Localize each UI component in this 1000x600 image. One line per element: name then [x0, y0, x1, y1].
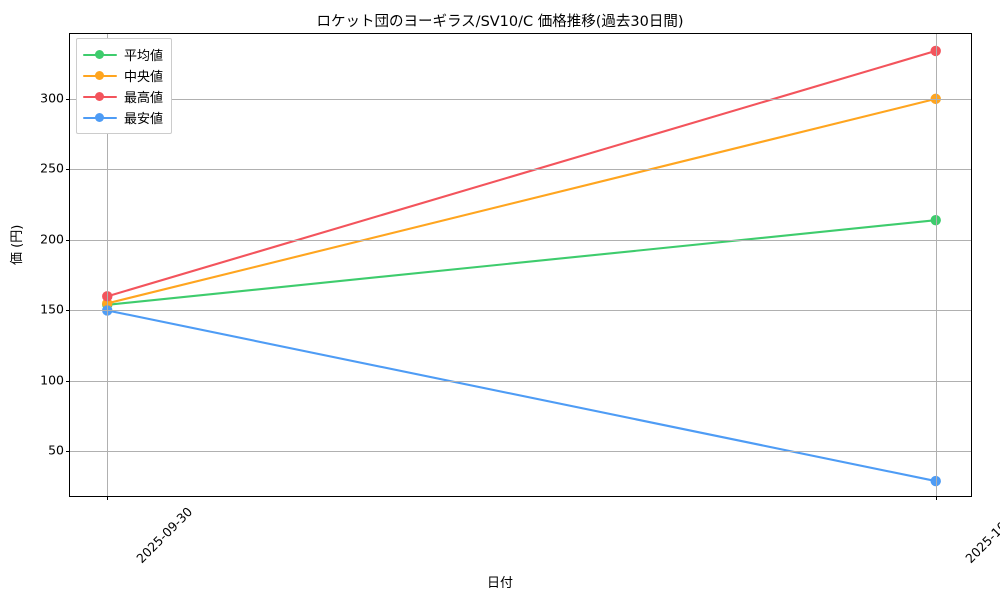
x-gridline	[107, 34, 109, 496]
plot-area	[66, 33, 972, 500]
legend-item[interactable]: 平均値	[83, 44, 163, 65]
legend-swatch-icon	[83, 90, 117, 104]
chart-legend: 平均値中央値最高値最安値	[76, 38, 173, 134]
series-line	[106, 219, 937, 306]
y-tick-label: 250	[40, 160, 64, 176]
x-tick-mark	[935, 496, 937, 500]
series-line	[106, 309, 937, 483]
chart-title: ロケット団のヨーギラス/SV10/C 価格推移(過去30日間)	[316, 14, 684, 30]
y-tick-label: 50	[48, 442, 64, 458]
legend-label: 最安値	[124, 112, 164, 127]
y-gridline	[70, 239, 971, 241]
y-tick-label: 150	[40, 301, 64, 317]
y-gridline	[70, 169, 971, 171]
y-tick-label: 200	[40, 231, 64, 247]
y-gridline	[70, 310, 971, 312]
x-tick-mark	[107, 496, 109, 500]
legend-swatch-icon	[83, 69, 117, 83]
legend-swatch-icon	[83, 48, 117, 62]
legend-label: 中央値	[124, 70, 164, 85]
y-tick-label: 300	[40, 90, 64, 106]
y-tick-mark	[66, 98, 70, 100]
y-axis-label: 価 (円)	[10, 224, 25, 265]
legend-item[interactable]: 最安値	[83, 107, 163, 128]
y-tick-mark	[66, 451, 70, 453]
x-axis-label: 日付	[486, 576, 513, 591]
y-tick-mark	[66, 239, 70, 241]
y-tick-label: 100	[40, 372, 64, 388]
series-line	[106, 97, 937, 305]
y-tick-mark	[66, 169, 70, 171]
series-line	[106, 49, 937, 298]
x-tick-label: 2025-09-30	[133, 504, 196, 566]
y-gridline	[70, 451, 971, 453]
legend-swatch-icon	[83, 111, 117, 125]
legend-item[interactable]: 最高値	[83, 86, 163, 107]
y-gridline	[70, 380, 971, 382]
legend-label: 平均値	[124, 49, 164, 64]
legend-label: 最高値	[124, 91, 164, 106]
y-tick-mark	[66, 310, 70, 312]
x-gridline	[935, 34, 937, 496]
series-lines	[102, 45, 941, 487]
y-gridline	[70, 98, 971, 100]
legend-item[interactable]: 中央値	[83, 65, 163, 86]
y-tick-mark	[66, 380, 70, 382]
x-tick-label: 2025-10-01	[961, 504, 1000, 566]
